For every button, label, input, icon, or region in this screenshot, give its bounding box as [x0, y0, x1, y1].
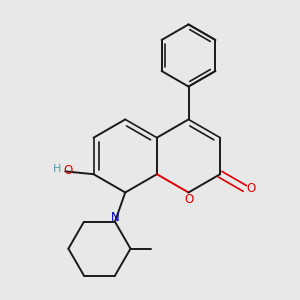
- Text: O: O: [184, 193, 193, 206]
- Text: N: N: [111, 211, 119, 224]
- Text: H: H: [53, 164, 61, 174]
- Text: O: O: [247, 182, 256, 195]
- Text: O: O: [64, 164, 73, 177]
